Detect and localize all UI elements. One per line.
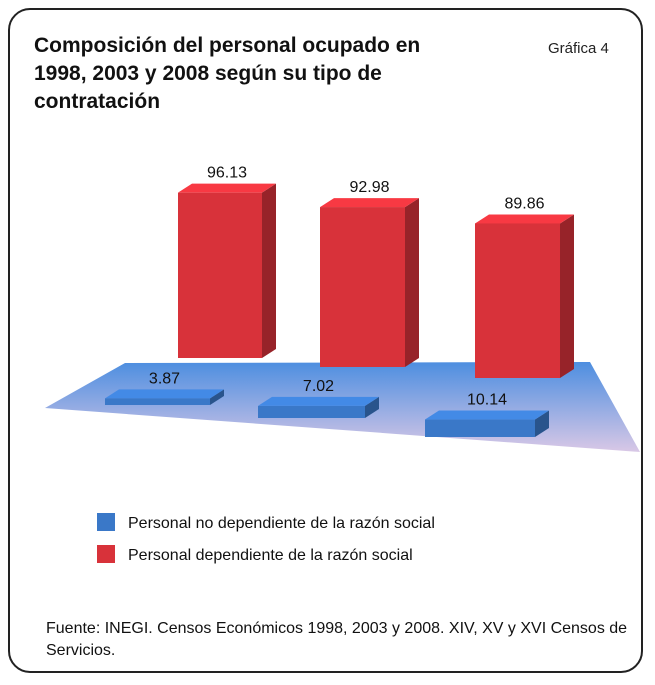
source-note: Fuente: INEGI. Censos Económicos 1998, 2… xyxy=(46,620,628,659)
value-label: 7.02 xyxy=(303,378,334,395)
value-label: 10.14 xyxy=(467,392,507,409)
legend-label: Personal no dependiente de la razón soci… xyxy=(128,515,435,532)
bar-side xyxy=(365,396,379,418)
bar xyxy=(425,419,535,437)
legend-swatch xyxy=(97,545,115,563)
bar-top xyxy=(320,198,419,208)
bar xyxy=(105,398,210,405)
value-label: 96.13 xyxy=(207,165,247,182)
bar xyxy=(258,405,365,418)
bar xyxy=(320,207,405,367)
chart-title: Composición del personal ocupado en 1998… xyxy=(34,34,421,113)
value-label: 89.86 xyxy=(504,195,544,212)
bar xyxy=(178,192,262,358)
bar-top xyxy=(258,396,379,406)
frame xyxy=(8,8,643,673)
legend-label: Personal dependiente de la razón social xyxy=(128,547,413,564)
bar-side xyxy=(535,410,549,437)
bar-side xyxy=(210,389,224,405)
bar-top xyxy=(178,183,276,193)
bar-top xyxy=(425,410,549,420)
value-label: 92.98 xyxy=(349,179,389,196)
bar-top xyxy=(475,214,574,224)
value-label: 3.87 xyxy=(149,370,180,387)
legend-swatch xyxy=(97,513,115,531)
bar-side xyxy=(262,183,276,358)
bar-top xyxy=(105,389,224,399)
bar-side xyxy=(405,198,419,367)
bar xyxy=(475,223,560,378)
chart-label: Gráfica 4 xyxy=(548,40,609,57)
bar-side xyxy=(560,214,574,378)
